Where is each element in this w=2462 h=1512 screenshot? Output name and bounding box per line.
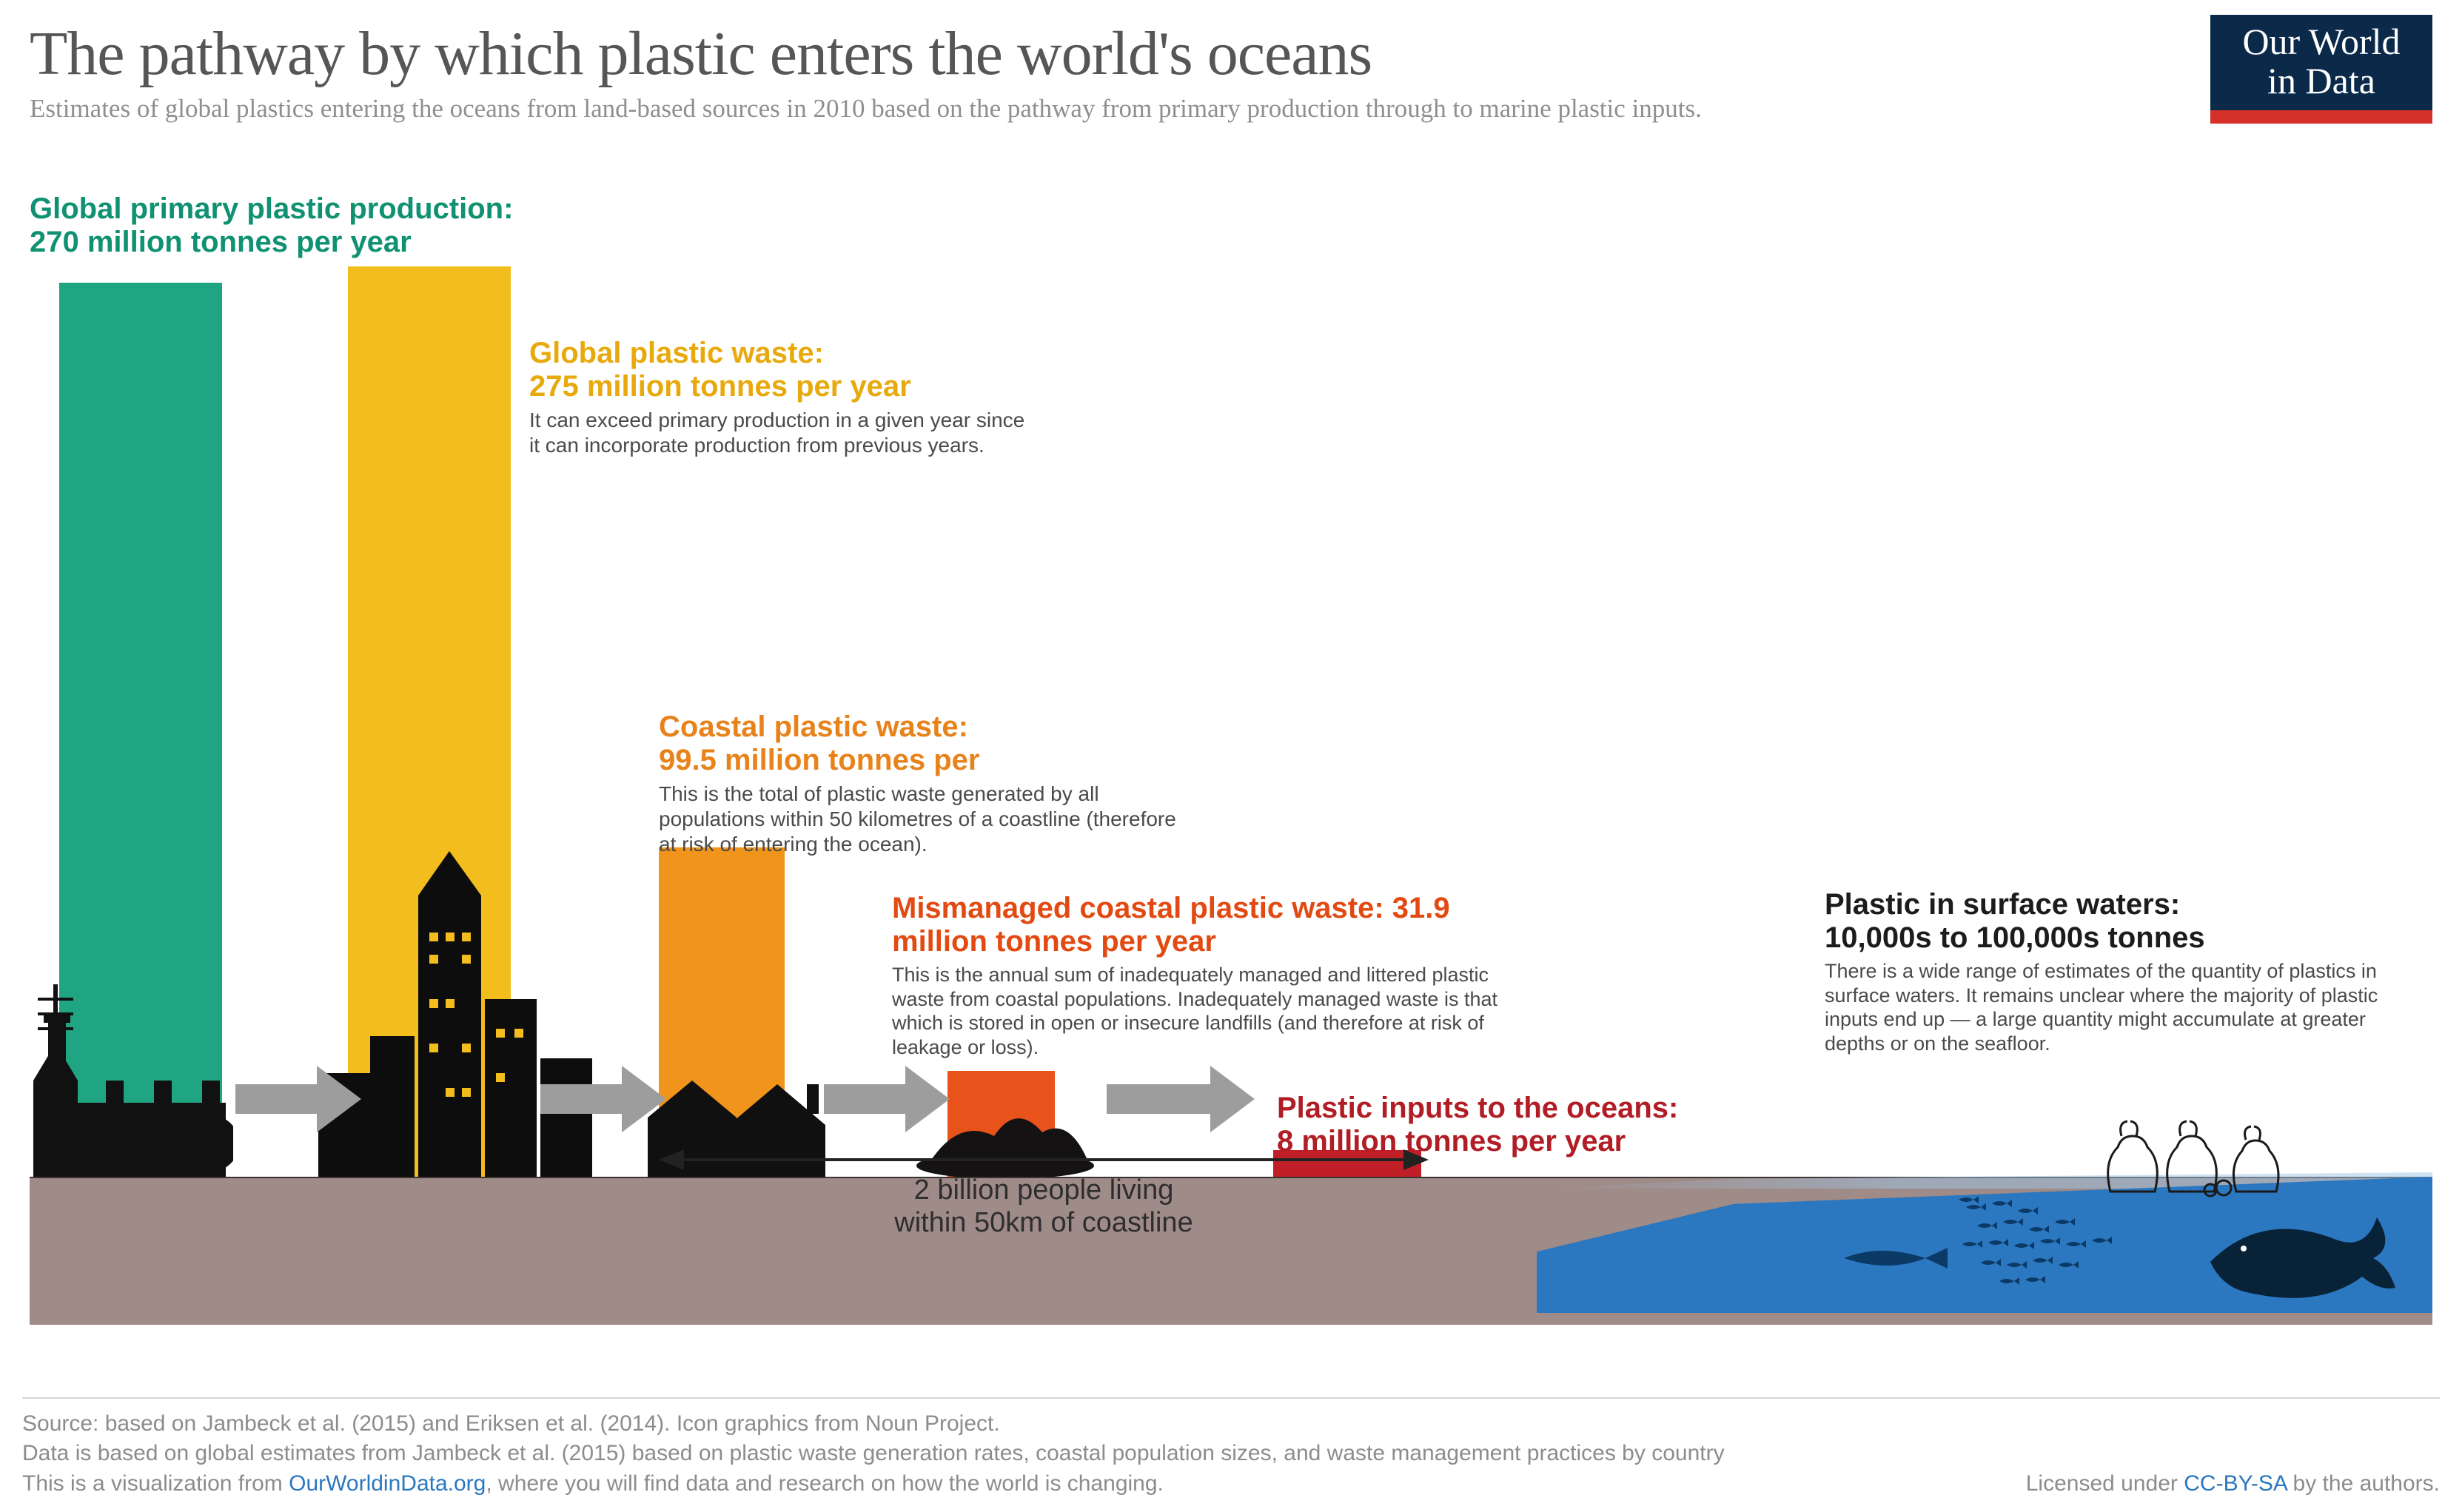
owid-link[interactable]: OurWorldinData.org: [289, 1471, 486, 1496]
label-coastal-desc: This is the total of plastic waste gener…: [659, 782, 1192, 857]
label-surface-desc: There is a wide range of estimates of th…: [1825, 959, 2409, 1057]
label-waste-value: 275 million tonnes per year: [529, 370, 1033, 403]
arrow-1: [235, 1066, 361, 1132]
footer: Source: based on Jambeck et al. (2015) a…: [22, 1397, 2440, 1499]
coastal-pop-1: 2 billion people living: [914, 1175, 1174, 1206]
coastal-range: 2 billion people living within 50km of c…: [659, 1147, 1429, 1229]
owid-logo: Our World in Data: [2210, 15, 2432, 124]
label-waste-desc: It can exceed primary production in a gi…: [529, 408, 1033, 458]
footer-line1: Source: based on Jambeck et al. (2015) a…: [22, 1409, 2440, 1439]
chart-stage: 2 billion people living within 50km of c…: [30, 192, 2432, 1325]
license-b: by the authors.: [2287, 1471, 2440, 1496]
footer-license: Licensed under CC-BY-SA by the authors.: [2026, 1469, 2440, 1499]
label-waste: Global plastic waste: 275 million tonnes…: [529, 337, 1033, 458]
label-mismanaged-title: Mismanaged coastal plastic waste: 31.9 m…: [892, 892, 1543, 958]
factory-icon: [33, 940, 233, 1177]
footer-line3-a: This is a visualization from: [22, 1471, 289, 1496]
label-ocean-input: Plastic inputs to the oceans: 8 million …: [1277, 1092, 1678, 1158]
coastal-pop-2: within 50km of coastline: [894, 1207, 1193, 1238]
footer-line3-b: , where you will find data and research …: [486, 1471, 1164, 1496]
label-production-title: Global primary plastic production:: [30, 192, 513, 226]
label-ocean-value: 8 million tonnes per year: [1277, 1125, 1678, 1158]
label-coastal-title: Coastal plastic waste:: [659, 710, 1192, 744]
license-link[interactable]: CC-BY-SA: [2184, 1471, 2287, 1496]
page-title: The pathway by which plastic enters the …: [30, 18, 2210, 90]
label-coastal-value: 99.5 million tonnes per: [659, 744, 1192, 777]
label-mismanaged-desc: This is the annual sum of inadequately m…: [892, 963, 1543, 1061]
label-mismanaged: Mismanaged coastal plastic waste: 31.9 m…: [892, 892, 1543, 1060]
page-subtitle: Estimates of global plastics entering th…: [30, 94, 2210, 124]
label-production: Global primary plastic production: 270 m…: [30, 192, 513, 259]
footer-line2: Data is based on global estimates from J…: [22, 1439, 2440, 1469]
label-waste-title: Global plastic waste:: [529, 337, 824, 369]
arrow-2: [540, 1066, 666, 1132]
label-ocean-title: Plastic inputs to the oceans:: [1277, 1092, 1678, 1125]
label-production-value: 270 million tonnes per year: [30, 226, 513, 259]
owid-logo-text: Our World in Data: [2210, 15, 2432, 110]
license-a: Licensed under: [2026, 1471, 2184, 1496]
coastal-range-text: 2 billion people living within 50km of c…: [659, 1175, 1429, 1239]
logo-line1: Our World: [2242, 21, 2400, 62]
arrow-3: [824, 1066, 950, 1132]
arrow-4: [1107, 1066, 1255, 1132]
label-surface-value: 10,000s to 100,000s tonnes: [1825, 921, 2409, 955]
label-coastal: Coastal plastic waste: 99.5 million tonn…: [659, 710, 1192, 857]
header: The pathway by which plastic enters the …: [30, 18, 2210, 124]
owid-logo-bar: [2210, 110, 2432, 124]
label-surface-title: Plastic in surface waters:: [1825, 888, 2409, 921]
label-surface: Plastic in surface waters: 10,000s to 10…: [1825, 888, 2409, 1056]
logo-line2: in Data: [2267, 60, 2375, 101]
